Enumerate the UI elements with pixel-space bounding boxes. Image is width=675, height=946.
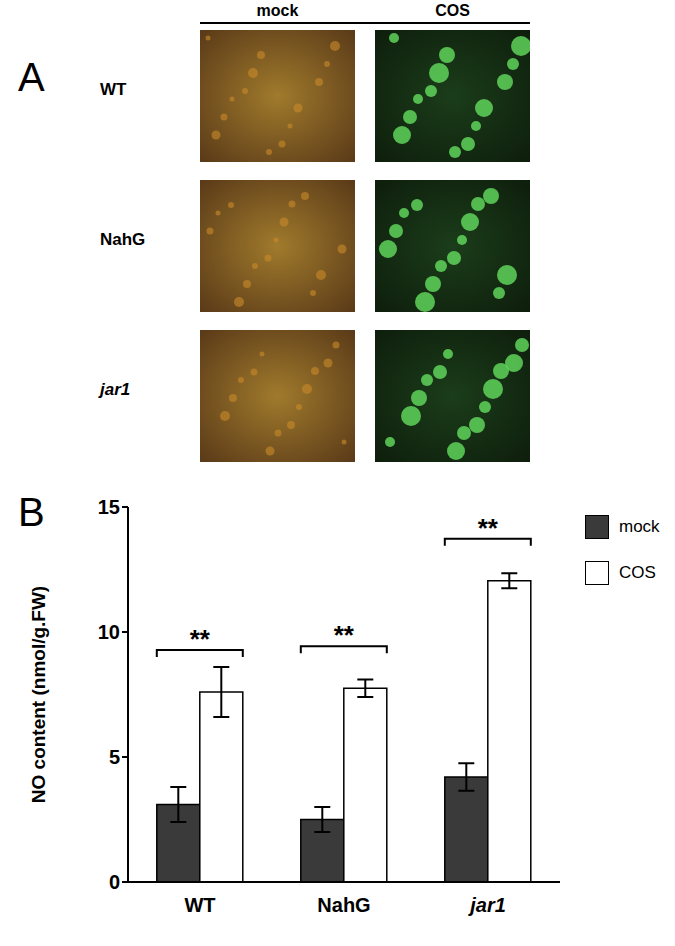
html-text:B: B: [18, 490, 45, 534]
svg-text:WT: WT: [184, 894, 215, 916]
html-text:A: A: [18, 55, 45, 99]
html-text:NahG: NahG: [100, 230, 146, 249]
svg-text:**: **: [478, 513, 499, 543]
svg-text:NO content (nmol/g.FW): NO content (nmol/g.FW): [28, 586, 49, 803]
svg-text:jar1: jar1: [467, 894, 506, 916]
html-text:COS: COS: [619, 563, 656, 582]
html-text:WT: WT: [100, 80, 127, 99]
svg-text:**: **: [190, 624, 211, 654]
svg-text:**: **: [334, 620, 355, 650]
svg-text:5: 5: [109, 746, 120, 768]
html-text:jar1: jar1: [100, 380, 131, 399]
svg-text:NahG: NahG: [317, 894, 370, 916]
html-text:mock: mock: [619, 517, 660, 536]
svg-text:15: 15: [98, 496, 120, 518]
html-text:COS: COS: [435, 2, 470, 19]
svg-text:10: 10: [98, 621, 120, 643]
html-text:mock: mock: [256, 2, 299, 19]
svg-text:0: 0: [109, 871, 120, 893]
